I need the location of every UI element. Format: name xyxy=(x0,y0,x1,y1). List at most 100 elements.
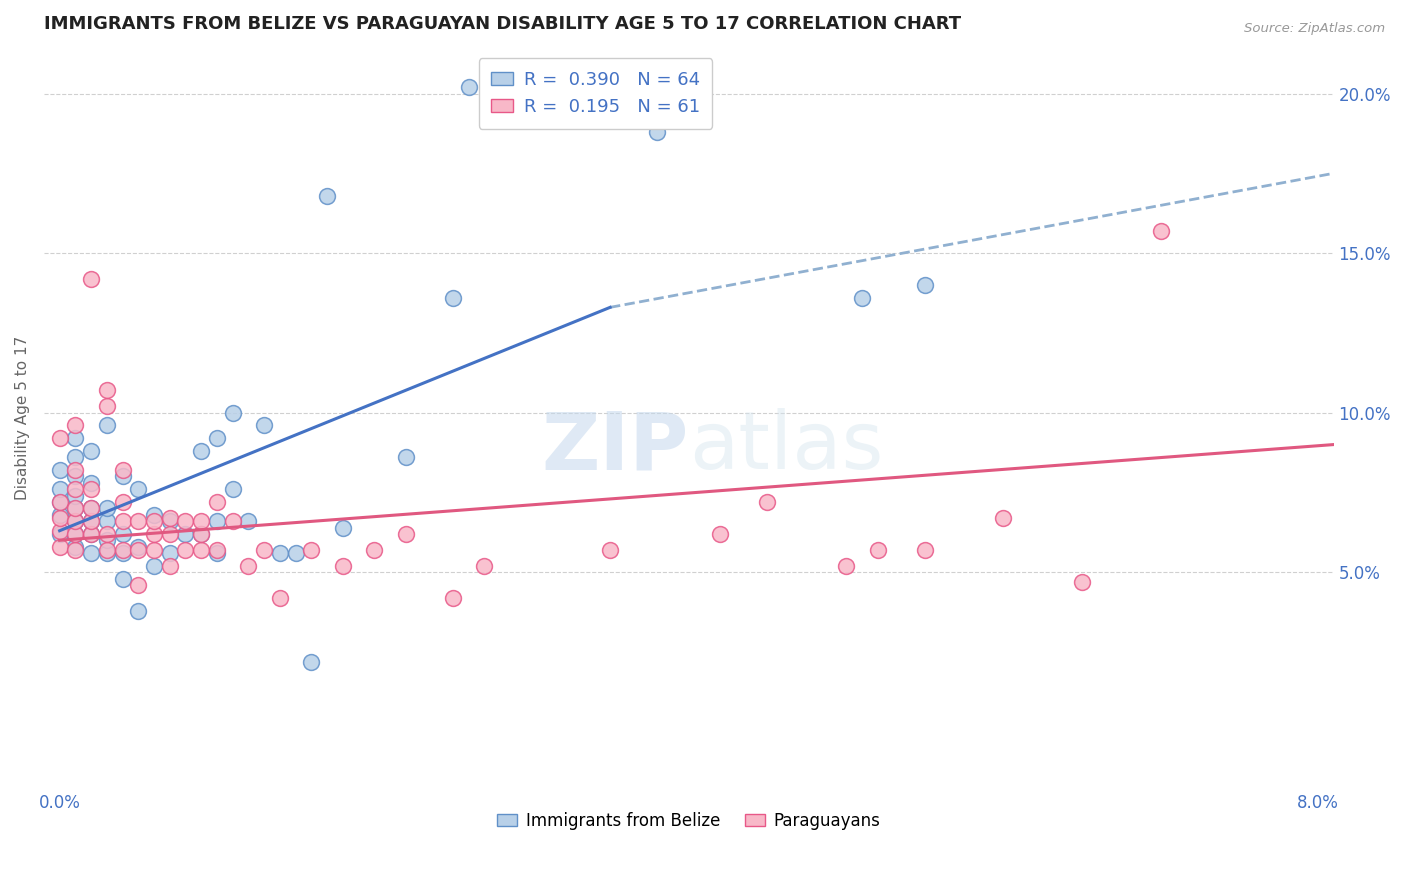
Point xyxy=(332,520,354,534)
Point xyxy=(299,542,322,557)
Point xyxy=(441,291,464,305)
Point xyxy=(238,558,260,573)
Point xyxy=(65,514,87,528)
Point xyxy=(190,514,212,528)
Point xyxy=(96,399,118,413)
Point xyxy=(316,188,339,202)
Point xyxy=(48,508,70,522)
Point xyxy=(159,514,181,528)
Point xyxy=(127,482,149,496)
Point xyxy=(48,482,70,496)
Point xyxy=(127,603,149,617)
Point xyxy=(1149,224,1171,238)
Point xyxy=(363,542,385,557)
Point xyxy=(96,542,118,557)
Point xyxy=(866,542,889,557)
Text: IMMIGRANTS FROM BELIZE VS PARAGUAYAN DISABILITY AGE 5 TO 17 CORRELATION CHART: IMMIGRANTS FROM BELIZE VS PARAGUAYAN DIS… xyxy=(44,15,962,33)
Text: atlas: atlas xyxy=(689,409,883,486)
Point xyxy=(48,495,70,509)
Legend: Immigrants from Belize, Paraguayans: Immigrants from Belize, Paraguayans xyxy=(491,805,887,837)
Point xyxy=(48,524,70,538)
Point xyxy=(914,278,936,293)
Point xyxy=(96,533,118,548)
Point xyxy=(190,444,212,458)
Point xyxy=(80,501,103,516)
Point xyxy=(111,542,134,557)
Point xyxy=(127,578,149,592)
Point xyxy=(127,542,149,557)
Point xyxy=(993,511,1015,525)
Point xyxy=(48,431,70,445)
Point xyxy=(96,527,118,541)
Point xyxy=(48,511,70,525)
Point xyxy=(472,558,495,573)
Point xyxy=(80,527,103,541)
Point xyxy=(65,501,87,516)
Point xyxy=(221,406,243,420)
Text: ZIP: ZIP xyxy=(541,409,689,486)
Point xyxy=(65,463,87,477)
Point xyxy=(80,482,103,496)
Point xyxy=(238,514,260,528)
Point xyxy=(65,542,87,557)
Point xyxy=(111,514,134,528)
Point xyxy=(756,495,779,509)
Point xyxy=(269,591,291,605)
Point xyxy=(65,431,87,445)
Point xyxy=(127,514,149,528)
Point xyxy=(205,542,228,557)
Point xyxy=(205,495,228,509)
Point xyxy=(80,514,103,528)
Point xyxy=(143,514,166,528)
Point xyxy=(111,469,134,483)
Point xyxy=(48,495,70,509)
Point xyxy=(48,540,70,554)
Point xyxy=(835,558,858,573)
Point xyxy=(269,546,291,560)
Point xyxy=(143,527,166,541)
Point xyxy=(190,542,212,557)
Point xyxy=(111,527,134,541)
Point xyxy=(65,450,87,465)
Point xyxy=(851,291,873,305)
Point xyxy=(65,489,87,503)
Point xyxy=(65,514,87,528)
Point xyxy=(111,495,134,509)
Point xyxy=(253,418,276,433)
Point xyxy=(914,542,936,557)
Point xyxy=(96,384,118,398)
Y-axis label: Disability Age 5 to 17: Disability Age 5 to 17 xyxy=(15,335,30,500)
Point xyxy=(48,463,70,477)
Point xyxy=(709,527,731,541)
Point xyxy=(96,418,118,433)
Point xyxy=(80,527,103,541)
Point xyxy=(299,655,322,669)
Point xyxy=(205,514,228,528)
Point xyxy=(65,418,87,433)
Point xyxy=(111,572,134,586)
Point xyxy=(48,527,70,541)
Point xyxy=(143,508,166,522)
Point xyxy=(395,527,418,541)
Point xyxy=(96,514,118,528)
Point xyxy=(190,527,212,541)
Point xyxy=(80,271,103,285)
Point xyxy=(159,558,181,573)
Point xyxy=(159,546,181,560)
Point xyxy=(159,511,181,525)
Point xyxy=(65,527,87,541)
Point xyxy=(159,527,181,541)
Point xyxy=(647,125,669,139)
Point xyxy=(65,482,87,496)
Point xyxy=(96,546,118,560)
Point xyxy=(65,527,87,541)
Point xyxy=(174,514,197,528)
Point xyxy=(1071,574,1094,589)
Point xyxy=(174,527,197,541)
Point xyxy=(111,463,134,477)
Point xyxy=(205,546,228,560)
Point xyxy=(65,540,87,554)
Point xyxy=(80,546,103,560)
Point xyxy=(80,514,103,528)
Point xyxy=(80,501,103,516)
